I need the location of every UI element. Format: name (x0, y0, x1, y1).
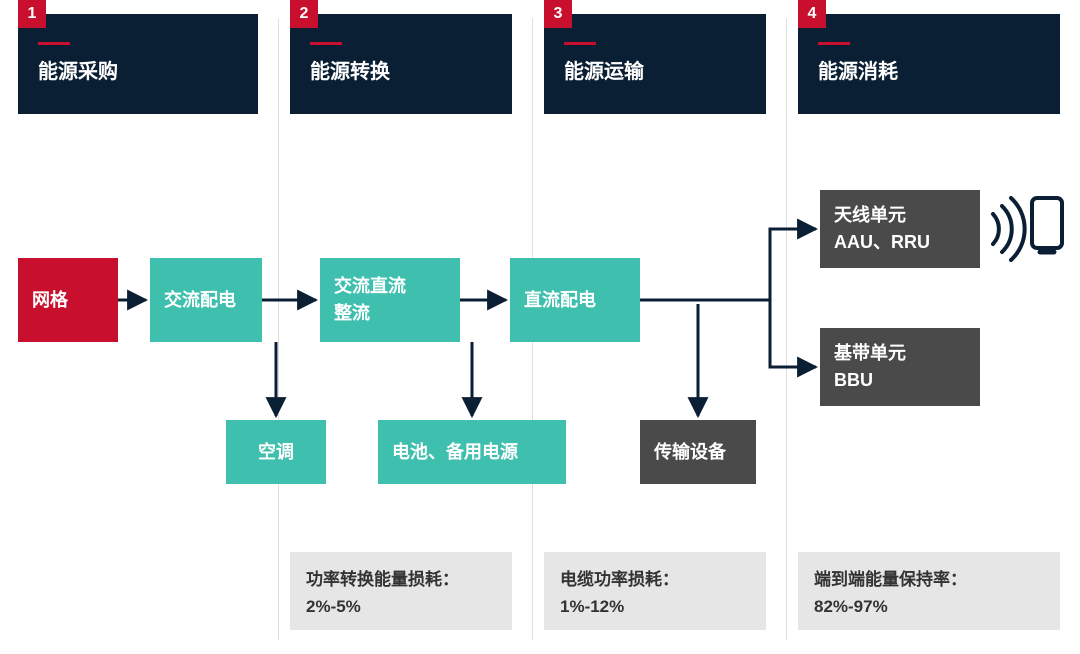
node-dc-dist: 直流配电 (510, 258, 640, 342)
stage-4-header: 能源消耗 (798, 14, 1060, 114)
node-battery-label: 电池、备用电源 (392, 439, 552, 466)
divider-3 (786, 18, 787, 640)
header-underline (818, 42, 850, 45)
node-ac-dc-line2: 整流 (334, 300, 446, 327)
stage-1-title: 能源采购 (38, 55, 238, 84)
node-hvac-label: 空调 (258, 439, 294, 466)
stage-2-title: 能源转换 (310, 55, 492, 84)
footer-4-line1: 端到端能量保持率： (814, 566, 1044, 593)
node-aau-line1: 天线单元 (834, 202, 966, 229)
node-hvac: 空调 (226, 420, 326, 484)
stage-3-badge: 3 (544, 0, 572, 28)
stage-1-header: 能源采购 (18, 14, 258, 114)
node-ac-dist: 交流配电 (150, 258, 262, 342)
arrow-dcdist-branch-up (640, 229, 816, 300)
node-grid-label: 网格 (32, 287, 104, 314)
node-battery: 电池、备用电源 (378, 420, 566, 484)
stage-3-header: 能源运输 (544, 14, 766, 114)
node-transport-label: 传输设备 (654, 439, 742, 466)
node-ac-dc: 交流直流 整流 (320, 258, 460, 342)
node-grid: 网格 (18, 258, 118, 342)
node-bbu: 基带单元 BBU (820, 328, 980, 406)
stage-4-badge: 4 (798, 0, 826, 28)
stage-2-badge: 2 (290, 0, 318, 28)
node-bbu-line1: 基带单元 (834, 340, 966, 367)
footer-4: 端到端能量保持率： 82%-97% (798, 552, 1060, 630)
node-bbu-line2: BBU (834, 367, 966, 394)
header-underline (310, 42, 342, 45)
stage-2-header: 能源转换 (290, 14, 512, 114)
stage-3-title: 能源运输 (564, 55, 746, 84)
footer-3-line2: 1%-12% (560, 593, 750, 620)
node-aau: 天线单元 AAU、RRU (820, 190, 980, 268)
signal-icon (993, 198, 1025, 260)
header-underline (564, 42, 596, 45)
footer-3: 电缆功率损耗： 1%-12% (544, 552, 766, 630)
phone-icon (1032, 198, 1062, 252)
node-transport: 传输设备 (640, 420, 756, 484)
footer-4-line2: 82%-97% (814, 593, 1044, 620)
node-aau-line2: AAU、RRU (834, 229, 966, 256)
header-underline (38, 42, 70, 45)
divider-1 (278, 18, 279, 640)
stage-4-title: 能源消耗 (818, 55, 1040, 84)
footer-3-line1: 电缆功率损耗： (560, 566, 750, 593)
footer-2-line2: 2%-5% (306, 593, 496, 620)
stage-1-badge: 1 (18, 0, 46, 28)
arrow-dcdist-branch-down (770, 300, 816, 367)
footer-2-line1: 功率转换能量损耗： (306, 566, 496, 593)
node-ac-dist-label: 交流配电 (164, 287, 248, 314)
footer-2: 功率转换能量损耗： 2%-5% (290, 552, 512, 630)
node-dc-dist-label: 直流配电 (524, 287, 626, 314)
node-ac-dc-line1: 交流直流 (334, 273, 446, 300)
